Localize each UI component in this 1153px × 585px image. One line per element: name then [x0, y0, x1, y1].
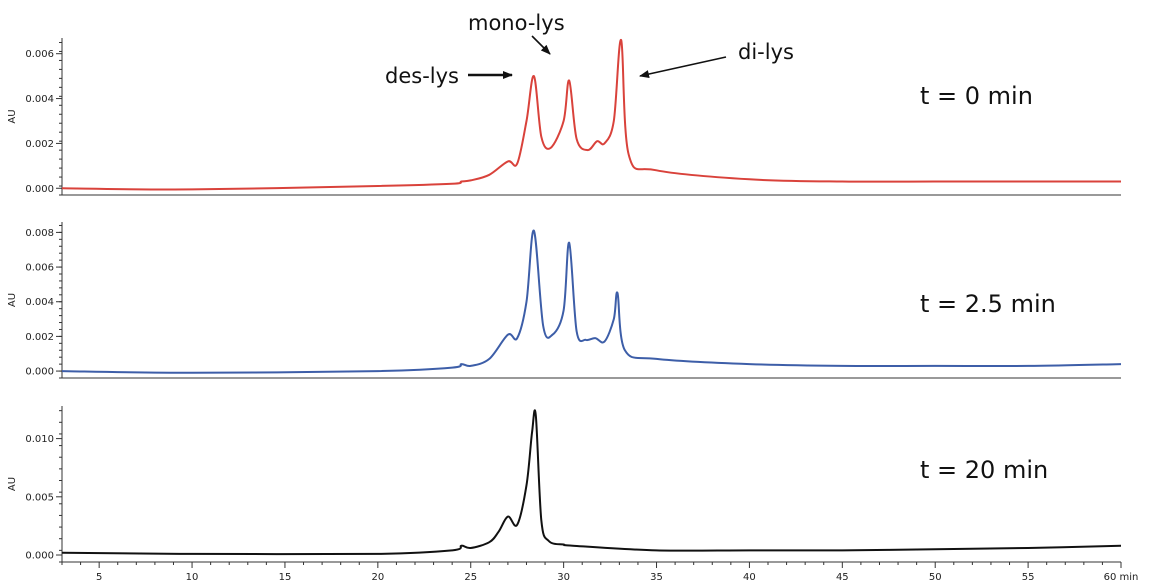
annotation-mono-lys: mono-lys — [468, 11, 565, 35]
x-tick-label: 20 — [371, 572, 384, 583]
x-tick-label: 40 — [743, 572, 756, 583]
x-tick-label: 55 — [1022, 572, 1035, 583]
x-tick-label: 50 — [929, 572, 942, 583]
y-tick-label: 0.010 — [25, 434, 54, 445]
y-axis-title: AU — [7, 293, 18, 307]
y-tick-label: 0.000 — [25, 551, 54, 562]
y-tick-label: 0.004 — [25, 297, 54, 308]
x-tick-label: 35 — [650, 572, 663, 583]
x-tick-label: 5 — [96, 572, 102, 583]
y-tick-label: 0.008 — [25, 228, 54, 239]
series-line — [61, 409, 1122, 556]
panel-label: t = 0 min — [920, 82, 1033, 110]
x-tick-label: 60 min — [1104, 572, 1139, 583]
y-tick-label: 0.006 — [25, 263, 54, 274]
panel-label: t = 2.5 min — [920, 290, 1056, 318]
y-axis-title: AU — [7, 109, 18, 123]
x-tick-label: 45 — [836, 572, 849, 583]
annotation-di-lys: di-lys — [738, 40, 794, 64]
series-line — [61, 39, 1121, 191]
y-tick-label: 0.000 — [25, 184, 54, 195]
arrow-di-lys — [639, 56, 727, 78]
panel-2: 0.000 0.005 0.010 AU t = 20 min — [7, 406, 1122, 563]
y-tick-label: 0.006 — [25, 49, 54, 60]
panel-0: 0.000 0.002 0.004 0.006 AU t = 0 min — [7, 38, 1121, 196]
annotation-des-lys: des-lys — [385, 64, 459, 88]
y-tick-label: 0.002 — [25, 332, 54, 343]
y-tick-label: 0.000 — [25, 367, 54, 378]
x-tick-label: 25 — [464, 572, 477, 583]
series-line — [61, 229, 1122, 374]
y-tick-label: 0.005 — [25, 492, 54, 503]
panel-label: t = 20 min — [920, 456, 1048, 484]
panel-1: 0.000 0.002 0.004 0.006 0.008 AU t = 2.5 min — [7, 222, 1122, 379]
x-tick-label: 15 — [279, 572, 292, 583]
y-axis-title: AU — [7, 477, 18, 491]
x-axis: 5 10 15 20 25 30 35 40 45 50 55 60 min — [61, 562, 1139, 583]
arrow-mono-lys — [531, 35, 551, 55]
x-tick-label: 10 — [186, 572, 199, 583]
y-tick-label: 0.004 — [25, 94, 54, 105]
x-tick-label: 30 — [557, 572, 570, 583]
y-tick-label: 0.002 — [25, 139, 54, 150]
